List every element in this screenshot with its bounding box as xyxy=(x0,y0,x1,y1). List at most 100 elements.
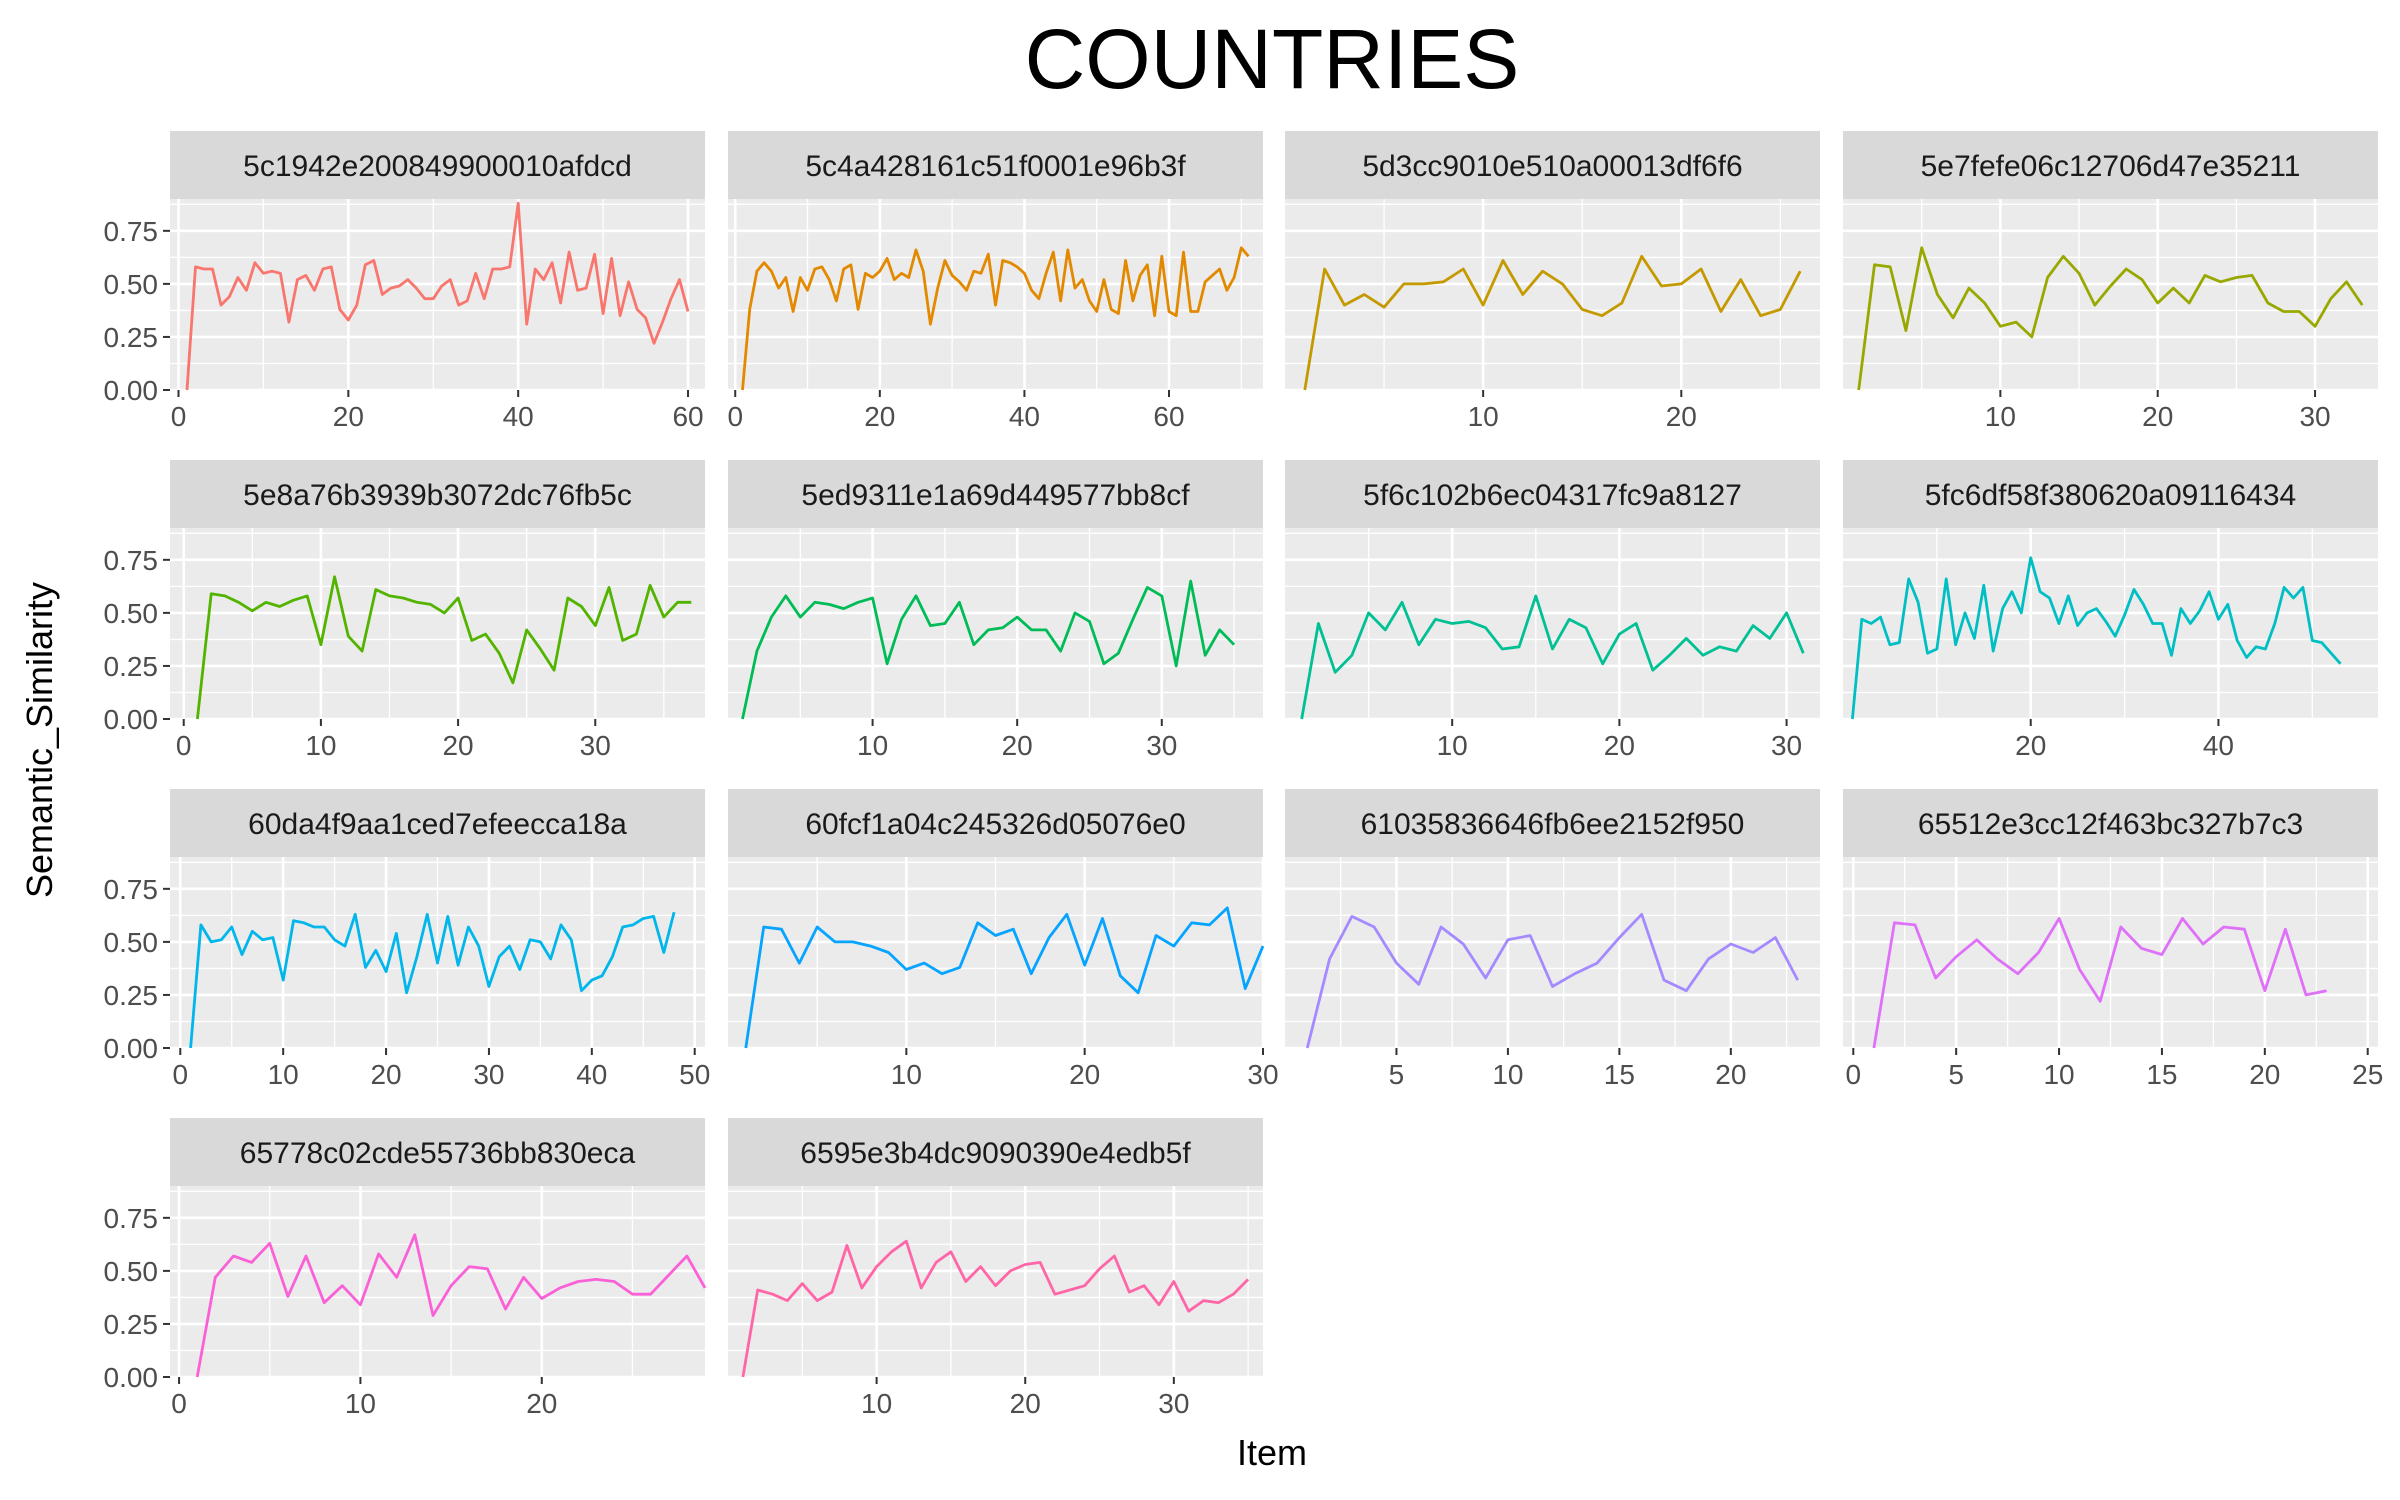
x-tick-label: 30 xyxy=(580,730,611,761)
x-tick-label: 20 xyxy=(1604,730,1635,761)
x-tick-label: 20 xyxy=(1666,401,1697,432)
x-tick-label: 10 xyxy=(305,730,336,761)
facet-strip-label: 5fc6df58f380620a09116434 xyxy=(1925,479,2296,512)
facet-strip xyxy=(170,460,705,528)
facet-strip xyxy=(1285,460,1820,528)
panel-background xyxy=(170,528,705,719)
x-tick-label: 5 xyxy=(1389,1059,1405,1090)
facet-strip xyxy=(1843,460,2378,528)
x-tick-label: 10 xyxy=(1492,1059,1523,1090)
facet-panel: 5e7fefe06c12706d47e35211 10 20 30 xyxy=(1843,131,2378,432)
series-line xyxy=(1851,556,2342,720)
series-line xyxy=(1857,246,2364,391)
x-tick-label: 20 xyxy=(1002,730,1033,761)
facet-strip xyxy=(1843,789,2378,857)
facet-panel: 60da4f9aa1ced7efeecca18a 0 10 20 30 40 50 0.00 0… xyxy=(104,789,710,1090)
facet-strip-label: 5c4a428161c51f0001e96b3f xyxy=(805,150,1186,183)
y-tick-label: 0.25 xyxy=(104,322,159,353)
facet-panel: 5d3cc9010e510a00013df6f6 10 20 xyxy=(1285,131,1820,432)
panel-background xyxy=(1285,857,1820,1048)
x-tick-label: 10 xyxy=(891,1059,922,1090)
series-line xyxy=(1300,594,1805,720)
facet-strip-label: 5ed9311e1a69d449577bb8cf xyxy=(801,479,1190,512)
facet-strip-label: 60fcf1a04c245326d05076e0 xyxy=(805,808,1185,841)
facet-strip xyxy=(170,1118,705,1186)
facet-strip-label: 5f6c102b6ec04317fc9a8127 xyxy=(1363,479,1742,512)
facet-strip-label: 60da4f9aa1ced7efeecca18a xyxy=(248,808,627,841)
facet-strip xyxy=(728,789,1263,857)
x-tick-label: 20 xyxy=(1069,1059,1100,1090)
x-tick-label: 20 xyxy=(442,730,473,761)
x-tick-label: 50 xyxy=(679,1059,710,1090)
x-tick-label: 10 xyxy=(1437,730,1468,761)
x-tick-label: 10 xyxy=(345,1388,376,1419)
x-tick-label: 40 xyxy=(503,401,534,432)
y-tick-label: 0.75 xyxy=(104,874,159,905)
chart-title: COUNTRIES xyxy=(1025,12,1520,106)
x-tick-label: 0 xyxy=(171,401,187,432)
x-tick-label: 10 xyxy=(857,730,888,761)
facet-panel: 5ed9311e1a69d449577bb8cf 10 20 30 xyxy=(728,460,1263,761)
facet-panel: 5c1942e200849900010afdcd 0 20 40 60 0.00 0.25 0… xyxy=(104,131,705,432)
x-tick-label: 0 xyxy=(176,730,192,761)
facet-strip xyxy=(1843,131,2378,199)
x-tick-label: 30 xyxy=(1158,1388,1189,1419)
facet-panels: 5c1942e200849900010afdcd 0 20 40 60 0.00 0.25 0… xyxy=(104,131,2383,1419)
x-tick-label: 10 xyxy=(861,1388,892,1419)
series-line xyxy=(741,579,1236,720)
facet-panel: 5c4a428161c51f0001e96b3f 0 20 40 60 xyxy=(727,131,1263,432)
series-line xyxy=(1305,912,1799,1049)
x-tick-label: 5 xyxy=(1948,1059,1964,1090)
x-tick-label: 20 xyxy=(1010,1388,1041,1419)
facet-strip xyxy=(1285,789,1820,857)
x-tick-label: 30 xyxy=(1146,730,1177,761)
x-tick-label: 40 xyxy=(2203,730,2234,761)
panel-background xyxy=(728,1186,1263,1377)
y-tick-label: 0.75 xyxy=(104,216,159,247)
x-tick-label: 40 xyxy=(1009,401,1040,432)
x-tick-label: 15 xyxy=(2146,1059,2177,1090)
x-tick-label: 10 xyxy=(1985,401,2016,432)
series-line xyxy=(741,1239,1250,1378)
x-tick-label: 10 xyxy=(268,1059,299,1090)
series-line xyxy=(1872,917,2327,1049)
y-tick-label: 0.00 xyxy=(104,1033,159,1064)
y-tick-label: 0.25 xyxy=(104,1309,159,1340)
facet-strip-label: 5c1942e200849900010afdcd xyxy=(243,150,632,183)
facet-panel: 65778c02cde55736bb830eca 0 10 20 0.00 0.25 0.5… xyxy=(104,1118,707,1419)
x-tick-label: 25 xyxy=(2352,1059,2383,1090)
facet-strip-label: 65778c02cde55736bb830eca xyxy=(240,1137,636,1170)
y-axis-title: Semantic_Similarity xyxy=(19,582,60,898)
facet-strip xyxy=(1285,131,1820,199)
x-tick-label: 20 xyxy=(1715,1059,1746,1090)
facet-strip xyxy=(170,131,705,199)
series-line xyxy=(744,906,1265,1049)
x-tick-label: 10 xyxy=(2043,1059,2074,1090)
series-line xyxy=(1303,254,1802,391)
x-tick-label: 20 xyxy=(2249,1059,2280,1090)
y-tick-label: 0.00 xyxy=(104,704,159,735)
series-line xyxy=(185,201,690,391)
facet-panel: 6595e3b4dc9090390e4edb5f 10 20 30 xyxy=(728,1118,1263,1419)
x-tick-label: 0 xyxy=(727,401,743,432)
facet-strip-label: 5d3cc9010e510a00013df6f6 xyxy=(1362,150,1742,183)
y-tick-label: 0.50 xyxy=(104,927,159,958)
y-tick-label: 0.25 xyxy=(104,651,159,682)
facet-panel: 5fc6df58f380620a09116434 20 40 xyxy=(1843,460,2378,761)
facet-strip-label: 6595e3b4dc9090390e4edb5f xyxy=(800,1137,1191,1170)
facet-panel: 61035836646fb6ee2152f950 5 10 15 20 xyxy=(1285,789,1820,1090)
x-tick-label: 40 xyxy=(576,1059,607,1090)
series-line xyxy=(195,1233,707,1378)
x-tick-label: 30 xyxy=(1771,730,1802,761)
facet-strip-label: 5e7fefe06c12706d47e35211 xyxy=(1921,150,2301,183)
facet-strip-label: 65512e3cc12f463bc327b7c3 xyxy=(1918,808,2303,841)
series-line xyxy=(741,246,1250,391)
x-tick-label: 10 xyxy=(1468,401,1499,432)
y-tick-label: 0.50 xyxy=(104,598,159,629)
x-tick-label: 15 xyxy=(1604,1059,1635,1090)
x-tick-label: 20 xyxy=(864,401,895,432)
panel-background xyxy=(170,1186,705,1377)
facet-strip-label: 61035836646fb6ee2152f950 xyxy=(1361,808,1745,841)
facet-strip xyxy=(170,789,705,857)
